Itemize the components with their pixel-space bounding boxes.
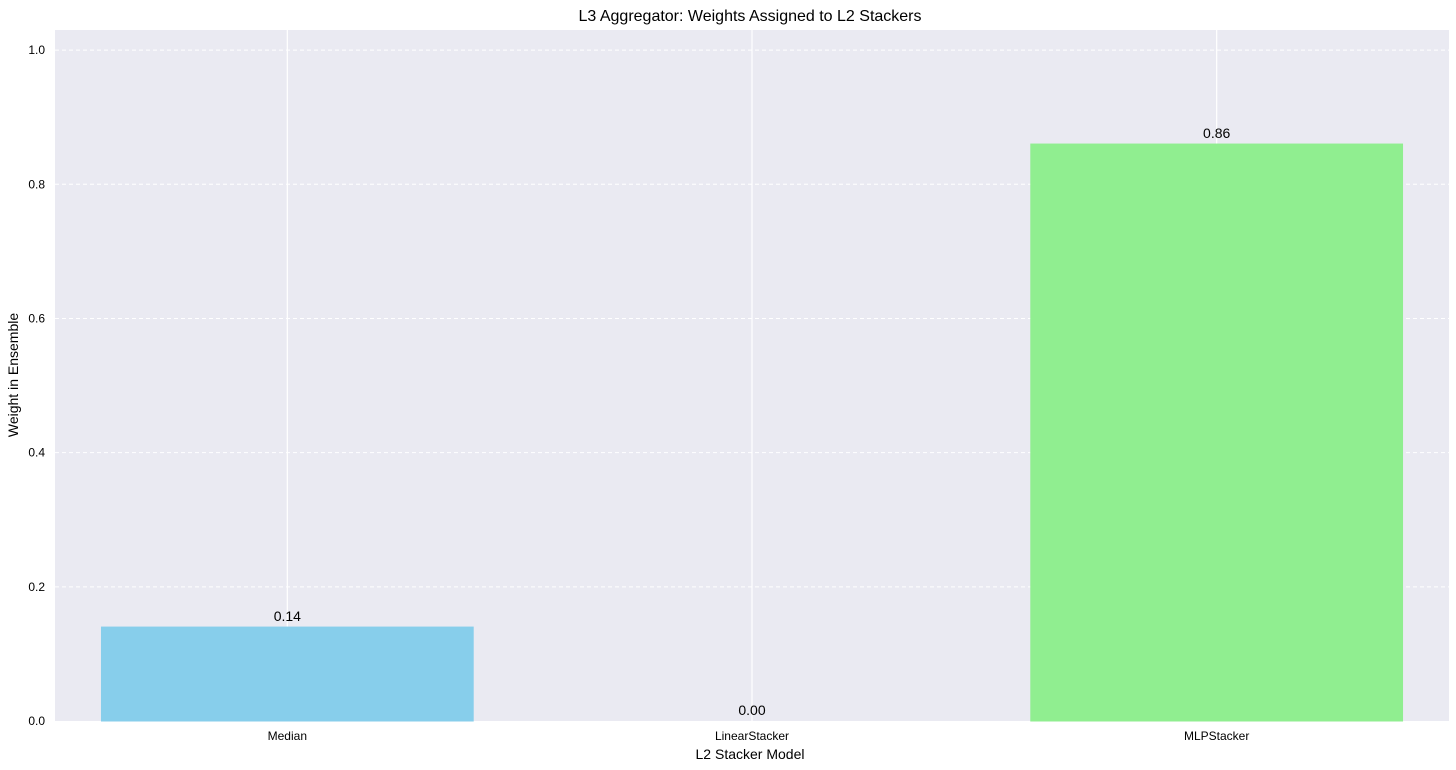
y-tick-label: 0.8 [28, 177, 45, 191]
y-tick-label: 1.0 [28, 43, 45, 57]
data-label-linearstacker: 0.00 [738, 702, 765, 718]
y-tick-label: 0.6 [28, 311, 45, 325]
x-tick-label: MLPStacker [1184, 729, 1249, 743]
data-label-median: 0.14 [274, 608, 301, 624]
data-label-mlpstacker: 0.86 [1203, 125, 1230, 141]
y-tick-label: 0.4 [28, 446, 45, 460]
chart-title: L3 Aggregator: Weights Assigned to L2 St… [578, 8, 921, 25]
x-axis: Median LinearStacker MLPStacker [268, 729, 1250, 743]
bar-median [100, 626, 474, 722]
data-labels: 0.14 0.00 0.86 [274, 125, 1231, 718]
bar-mlpstacker [1030, 143, 1404, 722]
y-axis: 0.0 0.2 0.4 0.6 0.8 1.0 [28, 43, 45, 728]
y-tick-label: 0.2 [28, 580, 45, 594]
x-tick-label: LinearStacker [715, 729, 789, 743]
y-tick-label: 0.0 [28, 714, 45, 728]
x-tick-label: Median [268, 729, 307, 743]
bars [100, 143, 1404, 722]
x-axis-label: L2 Stacker Model [696, 746, 805, 762]
y-axis-label: Weight in Ensemble [5, 313, 21, 437]
